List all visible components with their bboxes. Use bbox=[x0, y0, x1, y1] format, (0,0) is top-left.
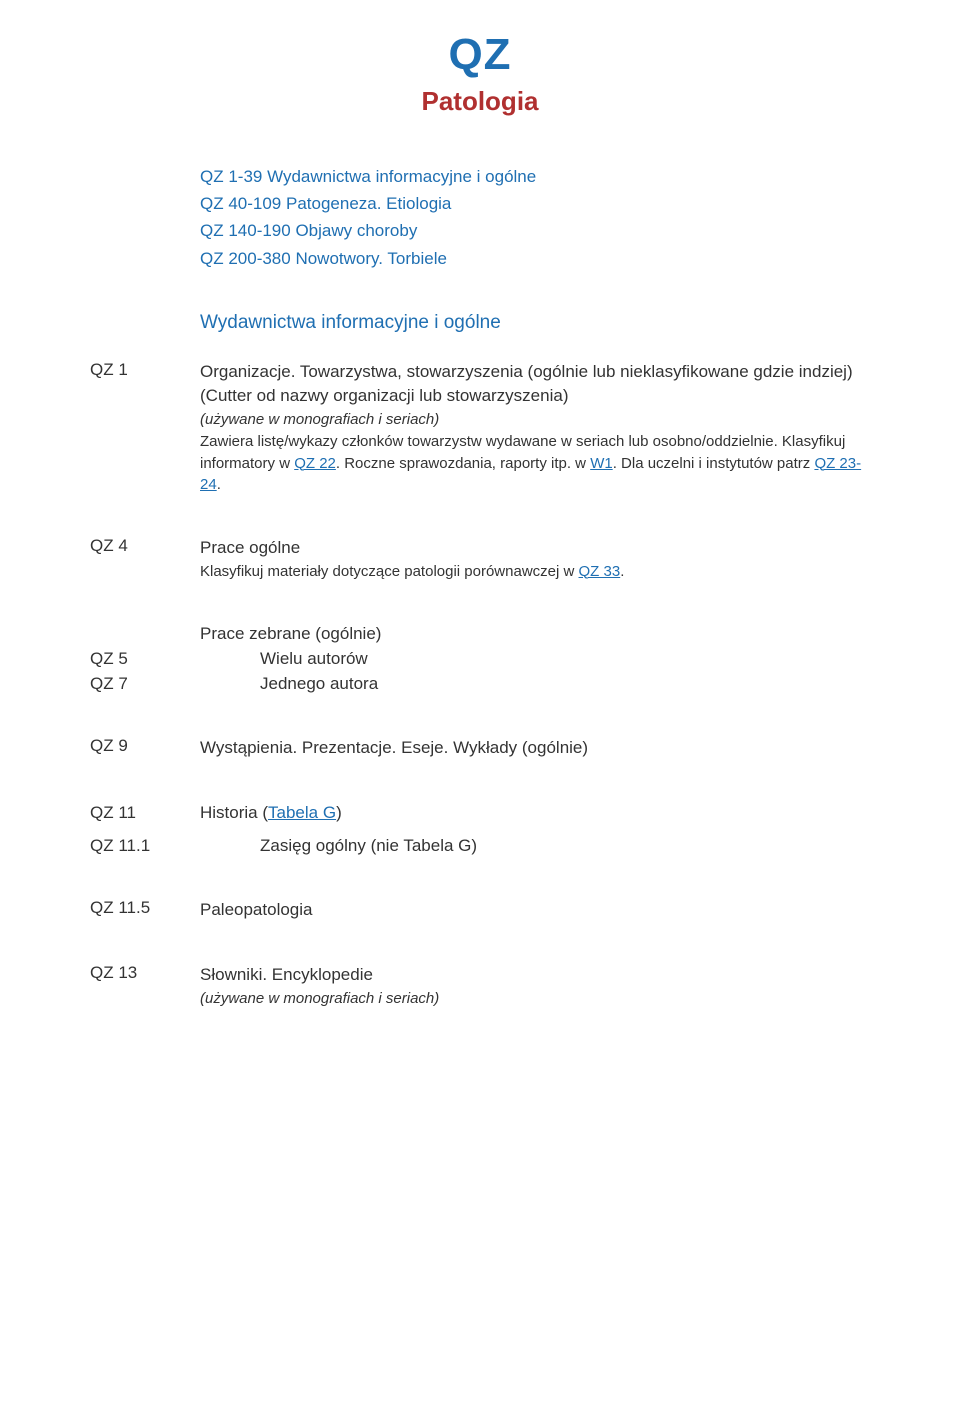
entry-qz11-group: QZ 11 Historia (Tabela G) QZ 11.1 Zasięg… bbox=[90, 801, 870, 858]
entry-label-qz11-1: Zasięg ogólny (nie Tabela G) bbox=[260, 834, 870, 859]
entry-qz13: QZ 13 Słowniki. Encyklopedie (używane w … bbox=[90, 963, 870, 1009]
entry-qz11-5: QZ 11.5 Paleopatologia bbox=[90, 898, 870, 923]
entry-label-qz7: Jednego autora bbox=[260, 672, 870, 697]
toc-link-3[interactable]: QZ 140-190 Objawy choroby bbox=[200, 217, 870, 244]
qz1-note-mid1: . Roczne sprawozdania, raporty itp. w bbox=[336, 455, 590, 472]
entry-code-qz13: QZ 13 bbox=[90, 963, 200, 1009]
qz11-label-post: ) bbox=[336, 803, 342, 822]
section-heading: Wydawnictwa informacyjne i ogólne bbox=[200, 312, 870, 334]
entry-label-qz1: Organizacje. Towarzystwa, stowarzyszenia… bbox=[200, 360, 870, 409]
toc-link-1[interactable]: QZ 1-39 Wydawnictwa informacyjne i ogóln… bbox=[200, 163, 870, 190]
entry-code-qz7: QZ 7 bbox=[90, 672, 200, 697]
toc: QZ 1-39 Wydawnictwa informacyjne i ogóln… bbox=[200, 163, 870, 272]
entry-note-qz1: Zawiera listę/wykazy członków towarzystw… bbox=[200, 431, 870, 496]
entry-note-qz4: Klasyfikuj materiały dotyczące patologii… bbox=[200, 561, 870, 583]
qz1-note-end: . bbox=[217, 476, 221, 493]
entry-label-qz4: Prace ogólne bbox=[200, 536, 870, 561]
entry-label-qz5: Wielu autorów bbox=[260, 647, 870, 672]
doc-code: QZ bbox=[90, 30, 870, 80]
entry-code-qz5: QZ 5 bbox=[90, 647, 200, 672]
entry-collected-works: Prace zebrane (ogólnie) QZ 5 Wielu autor… bbox=[90, 622, 870, 696]
collected-heading: Prace zebrane (ogólnie) bbox=[200, 622, 870, 647]
qz4-note-pre: Klasyfikuj materiały dotyczące patologii… bbox=[200, 563, 579, 580]
entry-qz4: QZ 4 Prace ogólne Klasyfikuj materiały d… bbox=[90, 536, 870, 582]
qz1-note-mid2: . Dla uczelni i instytutów patrz bbox=[613, 455, 815, 472]
entry-code-qz11-1: QZ 11.1 bbox=[90, 834, 200, 859]
entry-code-qz11-5: QZ 11.5 bbox=[90, 898, 200, 923]
doc-title: Patologia bbox=[90, 86, 870, 117]
entry-italic-note-qz1: (używane w monografiach i seriach) bbox=[200, 409, 870, 431]
entry-label-qz11-5: Paleopatologia bbox=[200, 898, 870, 923]
toc-link-2[interactable]: QZ 40-109 Patogeneza. Etiologia bbox=[200, 190, 870, 217]
entry-code-qz1: QZ 1 bbox=[90, 360, 200, 496]
qz1-link-w1[interactable]: W1 bbox=[590, 455, 613, 472]
qz4-note-end: . bbox=[620, 563, 624, 580]
entry-qz9: QZ 9 Wystąpienia. Prezentacje. Eseje. Wy… bbox=[90, 736, 870, 761]
entry-code-qz4: QZ 4 bbox=[90, 536, 200, 582]
qz4-link-qz33[interactable]: QZ 33 bbox=[579, 563, 621, 580]
entry-code-qz11: QZ 11 bbox=[90, 801, 200, 826]
entry-italic-note-qz13: (używane w monografiach i seriach) bbox=[200, 988, 870, 1010]
qz11-link-tabela-g[interactable]: Tabela G bbox=[268, 803, 336, 822]
entry-code-qz9: QZ 9 bbox=[90, 736, 200, 761]
qz1-link-qz22[interactable]: QZ 22 bbox=[294, 455, 336, 472]
entry-label-qz13: Słowniki. Encyklopedie bbox=[200, 963, 870, 988]
entry-label-qz9: Wystąpienia. Prezentacje. Eseje. Wykłady… bbox=[200, 736, 870, 761]
collected-blank-code bbox=[90, 622, 200, 647]
entry-qz1: QZ 1 Organizacje. Towarzystwa, stowarzys… bbox=[90, 360, 870, 496]
toc-link-4[interactable]: QZ 200-380 Nowotwory. Torbiele bbox=[200, 245, 870, 272]
qz11-label-pre: Historia ( bbox=[200, 803, 268, 822]
